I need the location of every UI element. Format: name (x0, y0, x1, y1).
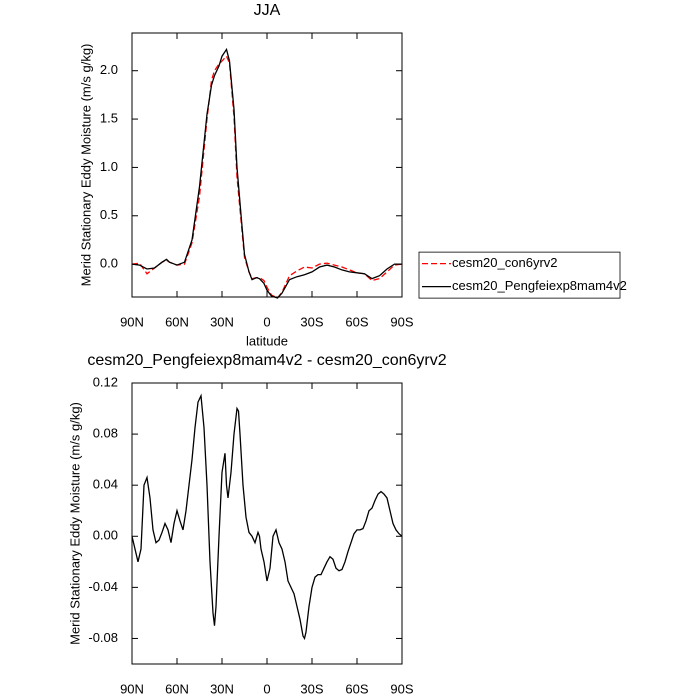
x-tick-label: 30N (210, 314, 234, 329)
x-axis-label: latitude (246, 333, 288, 348)
y-tick-label: 0.00 (93, 528, 118, 543)
y-tick-label: -0.08 (88, 630, 118, 645)
y-axis-label: Merid Stationary Eddy Moisture (m/s g/kg… (67, 402, 82, 645)
x-tick-label: 0 (263, 681, 270, 696)
y-tick-label: 0.5 (100, 207, 118, 222)
data-line (131, 47, 402, 299)
x-tick-label: 60N (165, 314, 189, 329)
y-tick-label: 0.12 (93, 374, 118, 389)
legend-label: cesm20_con6yrv2 (452, 255, 558, 270)
x-tick-label: 90N (120, 681, 144, 696)
y-tick-label: 1.0 (100, 159, 118, 174)
x-tick-label: 30S (300, 314, 323, 329)
x-tick-label: 90S (390, 681, 413, 696)
legend-label: cesm20_Pengfeiexp8mam4v2 (452, 278, 627, 293)
x-tick-label: 0 (263, 314, 270, 329)
y-tick-label: 0.08 (93, 426, 118, 441)
plot-frame (131, 32, 403, 298)
y-tick-label: 2.0 (100, 62, 118, 77)
x-tick-label: 60S (345, 681, 368, 696)
y-tick-label: 0.04 (93, 477, 118, 492)
x-tick-label: 90N (120, 314, 144, 329)
chart-title: cesm20_Pengfeiexp8mam4v2 - cesm20_con6yr… (87, 352, 446, 369)
y-tick-label: 0.0 (100, 256, 118, 271)
legend-box (418, 251, 621, 299)
data-line (131, 55, 403, 299)
y-tick-label: -0.04 (88, 579, 118, 594)
y-axis-label: Merid Stationary Eddy Moisture (m/s g/kg… (78, 44, 93, 287)
x-tick-label: 60S (345, 314, 368, 329)
chart-title: JJA (254, 2, 281, 19)
y-tick-label: 1.5 (100, 111, 118, 126)
x-tick-label: 90S (390, 314, 413, 329)
data-line (131, 393, 403, 641)
x-tick-label: 60N (165, 681, 189, 696)
plot-frame (131, 382, 403, 665)
legend: cesm20_con6yrv2 cesm20_Pengfeiexp8mam4v2 (418, 251, 627, 299)
x-tick-label: 30N (210, 681, 234, 696)
x-tick-label: 30S (300, 681, 323, 696)
